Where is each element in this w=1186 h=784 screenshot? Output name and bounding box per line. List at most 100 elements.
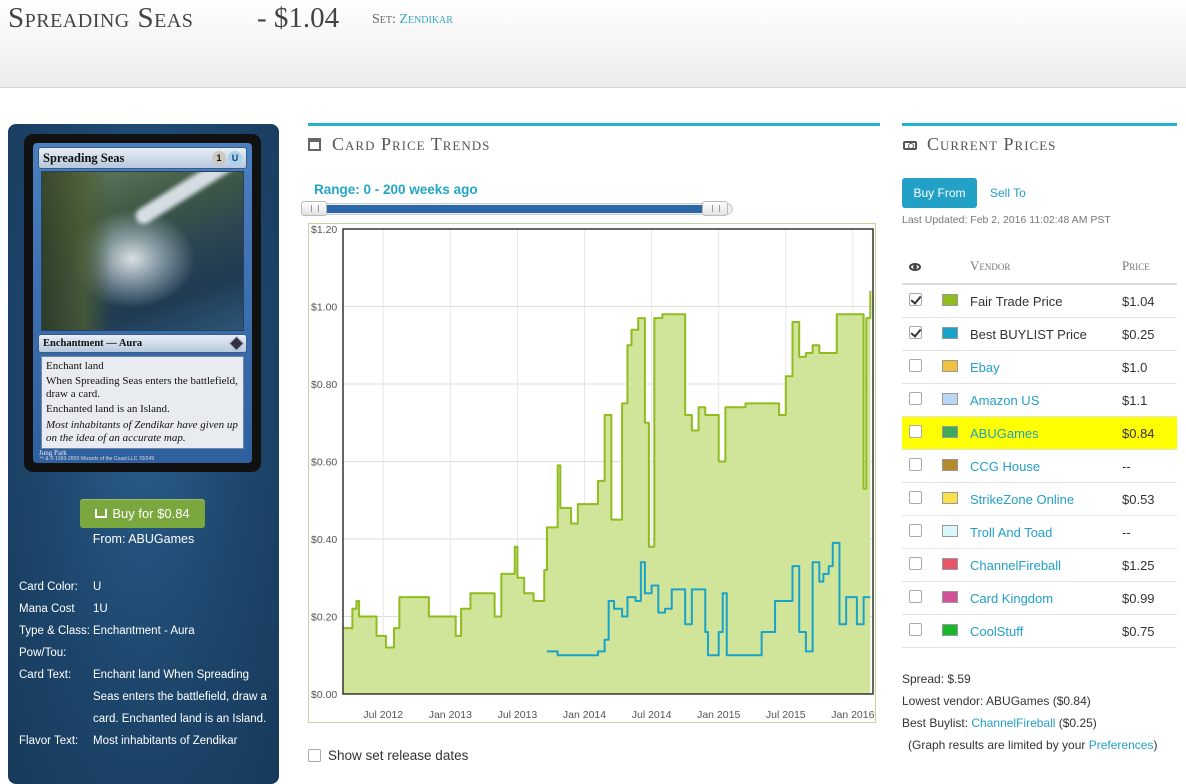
vendor-name[interactable]: Troll And Toad bbox=[970, 524, 1053, 540]
card-artist: Jung Park bbox=[39, 449, 67, 457]
vendor-name: Best BUYLIST Price bbox=[970, 326, 1087, 342]
lowest-vendor-text: Lowest vendor: ABUGames ($0.84) bbox=[902, 694, 1091, 708]
attr-row-type: Type & Class: Enchantment - Aura bbox=[19, 620, 274, 642]
vendor-row: Best BUYLIST Price $0.25 bbox=[902, 318, 1177, 351]
card-title: Spreading Seas bbox=[8, 2, 194, 34]
price-table-header: Vendor Price bbox=[902, 249, 1177, 285]
price-chart-svg: $0.00 $0.20 $0.40 $0.60 $0.80 $1.00 $1.20 Jul 2… bbox=[311, 224, 875, 721]
y-tick-label: $1.00 bbox=[311, 302, 337, 314]
show-release-checkbox[interactable] bbox=[308, 749, 321, 762]
vendor-checkbox[interactable] bbox=[909, 623, 922, 636]
vendor-swatch-cell bbox=[942, 590, 970, 606]
buy-button[interactable]: Buy for $0.84 bbox=[80, 499, 205, 528]
vendor-price: -- bbox=[1122, 458, 1131, 474]
card-attributes: Card Color: U Mana Cost 1U Type & Class:… bbox=[19, 576, 274, 752]
vendor-color-swatch bbox=[942, 293, 958, 306]
vendor-row-checkbox-cell bbox=[902, 524, 942, 540]
plot-border bbox=[342, 228, 874, 695]
vendor-name[interactable]: ChannelFireball bbox=[970, 557, 1062, 573]
vendor-color-swatch bbox=[942, 524, 958, 537]
x-tick-label: Jul 2014 bbox=[632, 709, 672, 721]
vendor-name[interactable]: Amazon US bbox=[970, 392, 1040, 408]
vendor-row-checkbox-cell bbox=[902, 590, 942, 606]
vendor-name[interactable]: CoolStuff bbox=[970, 623, 1024, 639]
tab-sell-to[interactable]: Sell To bbox=[990, 186, 1026, 200]
vendor-row: CCG House -- bbox=[902, 450, 1177, 483]
attr-value: 1U bbox=[93, 603, 108, 615]
vendor-row-checkbox-cell bbox=[902, 293, 942, 309]
y-tick-label: $0.40 bbox=[311, 534, 337, 546]
y-tick-label: $0.60 bbox=[311, 457, 337, 469]
vendor-row: Card Kingdom $0.99 bbox=[902, 582, 1177, 615]
vendor-name[interactable]: ABUGames bbox=[970, 425, 1039, 441]
price-column-header: Price bbox=[1122, 258, 1150, 273]
y-tick-label: $1.20 bbox=[311, 224, 337, 236]
card-rule-1: Enchant land bbox=[46, 360, 104, 372]
attr-value: U bbox=[93, 581, 102, 593]
mana-generic-icon: 1 bbox=[212, 151, 226, 165]
series-line-buylist bbox=[546, 541, 871, 657]
cart-icon bbox=[95, 509, 108, 518]
price-table: Vendor Price Fair Trade Price $1.04 Best B… bbox=[902, 249, 1177, 648]
attr-row-text: Card Text: Enchant land When Spreading S… bbox=[19, 664, 274, 730]
card-image-namebar: Spreading Seas 1 U bbox=[38, 147, 247, 169]
set-link[interactable]: Zendikar bbox=[399, 12, 453, 27]
vendor-column-header: Vendor bbox=[970, 258, 1011, 273]
vendor-swatch-cell bbox=[942, 326, 970, 342]
mana-blue-icon: U bbox=[228, 151, 242, 165]
preferences-link[interactable]: Preferences bbox=[1088, 738, 1154, 752]
vendor-swatch-cell bbox=[942, 623, 970, 639]
vendor-checkbox[interactable] bbox=[909, 590, 922, 603]
vendor-name[interactable]: Card Kingdom bbox=[970, 590, 1054, 606]
vendor-color-swatch bbox=[942, 359, 958, 372]
vendor-row-checkbox-cell bbox=[902, 392, 942, 408]
trends-section-bar bbox=[308, 123, 880, 126]
card-image-mana-cost: 1 U bbox=[212, 151, 242, 165]
vendor-checkbox[interactable] bbox=[909, 458, 922, 471]
vendor-checkbox[interactable] bbox=[909, 392, 922, 405]
vendor-row: Ebay $1.0 bbox=[902, 351, 1177, 384]
vendor-name[interactable]: CCG House bbox=[970, 458, 1041, 474]
vendor-checkbox[interactable] bbox=[909, 524, 922, 537]
vendor-name[interactable]: Ebay bbox=[970, 359, 1000, 375]
range-slider-handle-start[interactable] bbox=[301, 201, 327, 216]
price-table-body: Fair Trade Price $1.04 Best BUYLIST Price $… bbox=[902, 285, 1177, 648]
vendor-price: $0.25 bbox=[1122, 326, 1155, 342]
vendor-checkbox[interactable] bbox=[909, 425, 922, 438]
vendor-price: $1.25 bbox=[1122, 557, 1155, 573]
vendor-row: ABUGames $0.84 bbox=[902, 417, 1177, 450]
vendor-checkbox[interactable] bbox=[909, 326, 922, 339]
vendor-color-swatch bbox=[942, 623, 958, 636]
vendor-checkbox[interactable] bbox=[909, 359, 922, 372]
price-summary: Spread: $.59 Lowest vendor: ABUGames ($0… bbox=[902, 668, 1182, 756]
vendor-name[interactable]: StrikeZone Online bbox=[970, 491, 1075, 507]
vendor-color-swatch bbox=[942, 425, 958, 438]
vendor-swatch-cell bbox=[942, 524, 970, 540]
vendor-row: Fair Trade Price $1.04 bbox=[902, 285, 1177, 318]
vendor-checkbox[interactable] bbox=[909, 491, 922, 504]
vendor-price: $0.75 bbox=[1122, 623, 1155, 639]
show-release-dates[interactable]: Show set release dates bbox=[308, 748, 468, 763]
vendor-checkbox[interactable] bbox=[909, 557, 922, 570]
vendor-color-swatch bbox=[942, 458, 958, 471]
tab-buy-from[interactable]: Buy From bbox=[902, 178, 977, 208]
card-image-type: Enchantment — Aura bbox=[43, 338, 143, 349]
vendor-row: StrikeZone Online $0.53 bbox=[902, 483, 1177, 516]
best-buylist-price: ($0.25) bbox=[1058, 716, 1097, 730]
set-prefix: Set: bbox=[372, 12, 396, 27]
vendor-row: Troll And Toad -- bbox=[902, 516, 1177, 549]
range-slider-handle-end[interactable] bbox=[702, 201, 728, 216]
vendor-price: -- bbox=[1122, 524, 1131, 540]
attr-row-flavor: Flavor Text: Most inhabitants of Zendika… bbox=[19, 730, 274, 752]
x-tick-label: Jan 2014 bbox=[563, 709, 606, 721]
vendor-row-checkbox-cell bbox=[902, 491, 942, 507]
vendor-checkbox[interactable] bbox=[909, 293, 922, 306]
vendor-color-swatch bbox=[942, 392, 958, 405]
best-buylist-vendor-link[interactable]: ChannelFireball bbox=[971, 716, 1056, 730]
range-slider-fill bbox=[313, 205, 713, 213]
prices-section-bar bbox=[902, 123, 1177, 126]
graph-note-prefix: (Graph results are limited by your bbox=[908, 738, 1086, 752]
card-copyright: ™ & © 1993-2009 Wizards of the Coast LLC… bbox=[39, 456, 155, 462]
vendor-row-checkbox-cell bbox=[902, 326, 942, 342]
artwork-tree bbox=[42, 172, 112, 330]
